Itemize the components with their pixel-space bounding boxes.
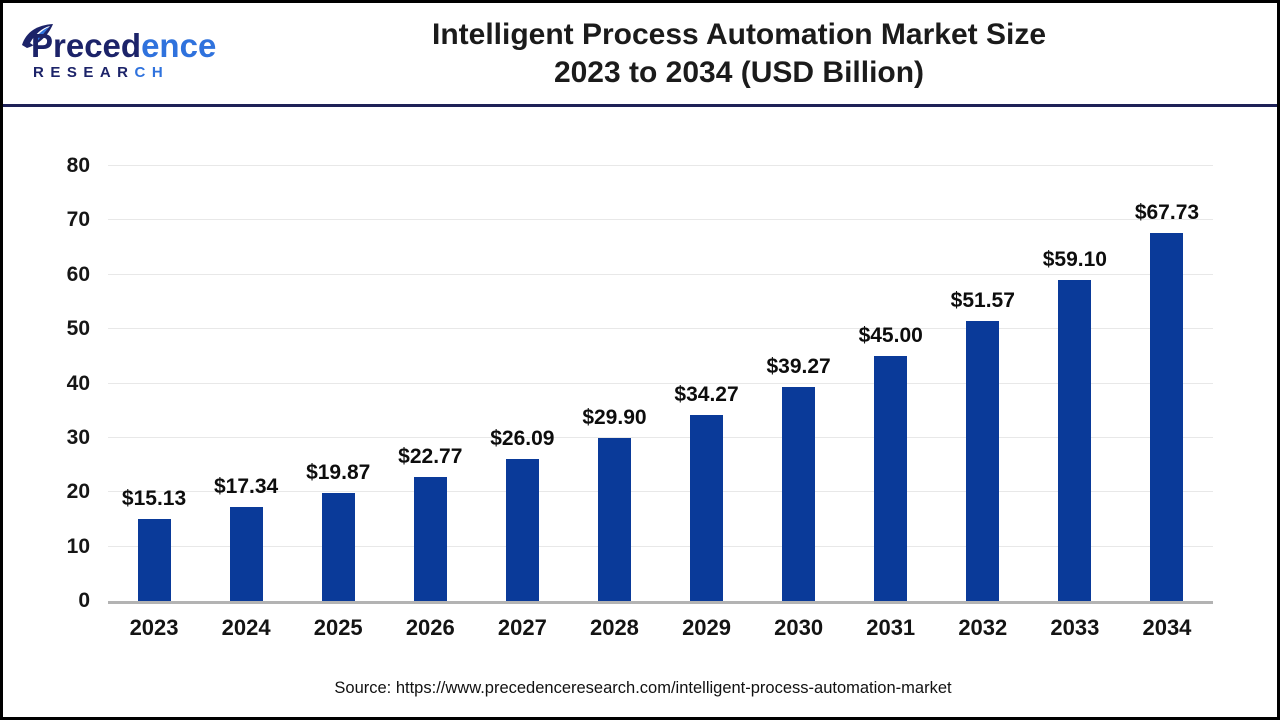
source-text: Source: https://www.precedenceresearch.c… [334, 679, 952, 697]
gridline-50 [108, 328, 1213, 330]
gridline-40 [108, 382, 1213, 384]
bar-2025 [321, 492, 355, 601]
x-axis-label-2030: 2030 [774, 615, 824, 640]
bar-value-label-2027: $26.09 [490, 427, 555, 451]
x-axis-label-2029: 2029 [682, 615, 732, 640]
x-axis-label-2023: 2023 [129, 615, 179, 640]
chart-title-line1: Intelligent Process Automation Market Si… [431, 18, 1047, 51]
gridline-20 [108, 491, 1213, 493]
header-divider [3, 104, 1277, 107]
bar-2023 [137, 518, 171, 601]
bar-2028 [597, 438, 631, 601]
y-axis-label-20: 20 [66, 480, 90, 504]
y-axis-label-0: 0 [78, 589, 90, 612]
y-axis-label-70: 70 [66, 208, 90, 232]
logo-wordmark: Precedence [31, 29, 216, 63]
leaf-icon [22, 24, 53, 48]
bar-value-label-2029: $34.27 [674, 382, 739, 406]
bar-value-label-2023: $15.13 [121, 486, 187, 510]
gridline-10 [108, 545, 1213, 547]
x-axis-line [108, 601, 1213, 604]
x-axis-label-2026: 2026 [405, 615, 455, 640]
x-axis-label-2028: 2028 [589, 615, 639, 640]
logo-subtitle-light: CH [134, 64, 170, 81]
logo-subtitle: RESEARCH [33, 64, 169, 81]
x-axis-label-2024: 2024 [221, 615, 271, 640]
bar-value-label-2031: $45.00 [858, 324, 923, 348]
bar-value-label-2032: $51.57 [950, 288, 1015, 312]
bar-2030 [782, 387, 816, 601]
y-axis-label-60: 60 [66, 262, 90, 286]
bar-value-label-2025: $19.87 [306, 460, 371, 484]
bar-value-label-2030: $39.27 [766, 355, 831, 379]
y-axis-label-30: 30 [66, 425, 90, 449]
x-axis-label-2033: 2033 [1050, 615, 1100, 640]
gridline-70 [108, 219, 1213, 221]
logo-wordmark-light: ence [141, 27, 217, 64]
chart-title-line2: 2023 to 2034 (USD Billion) [553, 56, 925, 89]
bar-2024 [229, 506, 263, 601]
plot-area: $15.13 $17.34 $19.87 $22.77 $26.09 $29.90 $34.… [108, 165, 1213, 601]
gridline-60 [108, 273, 1213, 275]
x-axis-label-2025: 2025 [313, 615, 363, 640]
bar-value-label-2024: $17.34 [214, 474, 279, 498]
bar-2031 [874, 356, 908, 601]
bar-value-label-2026: $22.77 [398, 445, 463, 469]
bar-2026 [413, 477, 447, 601]
bar-value-label-2034: $67.73 [1134, 200, 1200, 224]
bar-value-label-2028: $29.90 [582, 406, 647, 430]
y-axis-label-80: 80 [66, 154, 90, 177]
bar-2034 [1150, 232, 1184, 601]
bar-2033 [1058, 279, 1092, 601]
precedence-research-logo: Precedence RESEARCH [22, 23, 243, 95]
x-axis-label-2034: 2034 [1142, 615, 1192, 640]
y-axis-label-50: 50 [66, 317, 90, 341]
x-axis-label-2031: 2031 [866, 615, 916, 640]
x-axis-label-2027: 2027 [497, 615, 547, 640]
bar-value-label-2033: $59.10 [1042, 247, 1107, 271]
bar-2029 [690, 414, 724, 601]
gridline-30 [108, 436, 1213, 438]
bar-chart: $15.13 $17.34 $19.87 $22.77 $26.09 $29.90 $34.… [3, 3, 1277, 717]
chart-title: Intelligent Process Automation Market Si… [399, 16, 1079, 92]
y-axis-label-10: 10 [66, 534, 90, 558]
logo-subtitle-dark: RESEAR [33, 64, 135, 81]
bar-2027 [505, 459, 539, 601]
y-axis-label-40: 40 [66, 371, 90, 395]
logo-wordmark-dark: Preced [31, 27, 142, 64]
gridline-80 [108, 165, 1213, 166]
bar-2032 [966, 320, 1000, 601]
x-axis-label-2032: 2032 [958, 615, 1008, 640]
